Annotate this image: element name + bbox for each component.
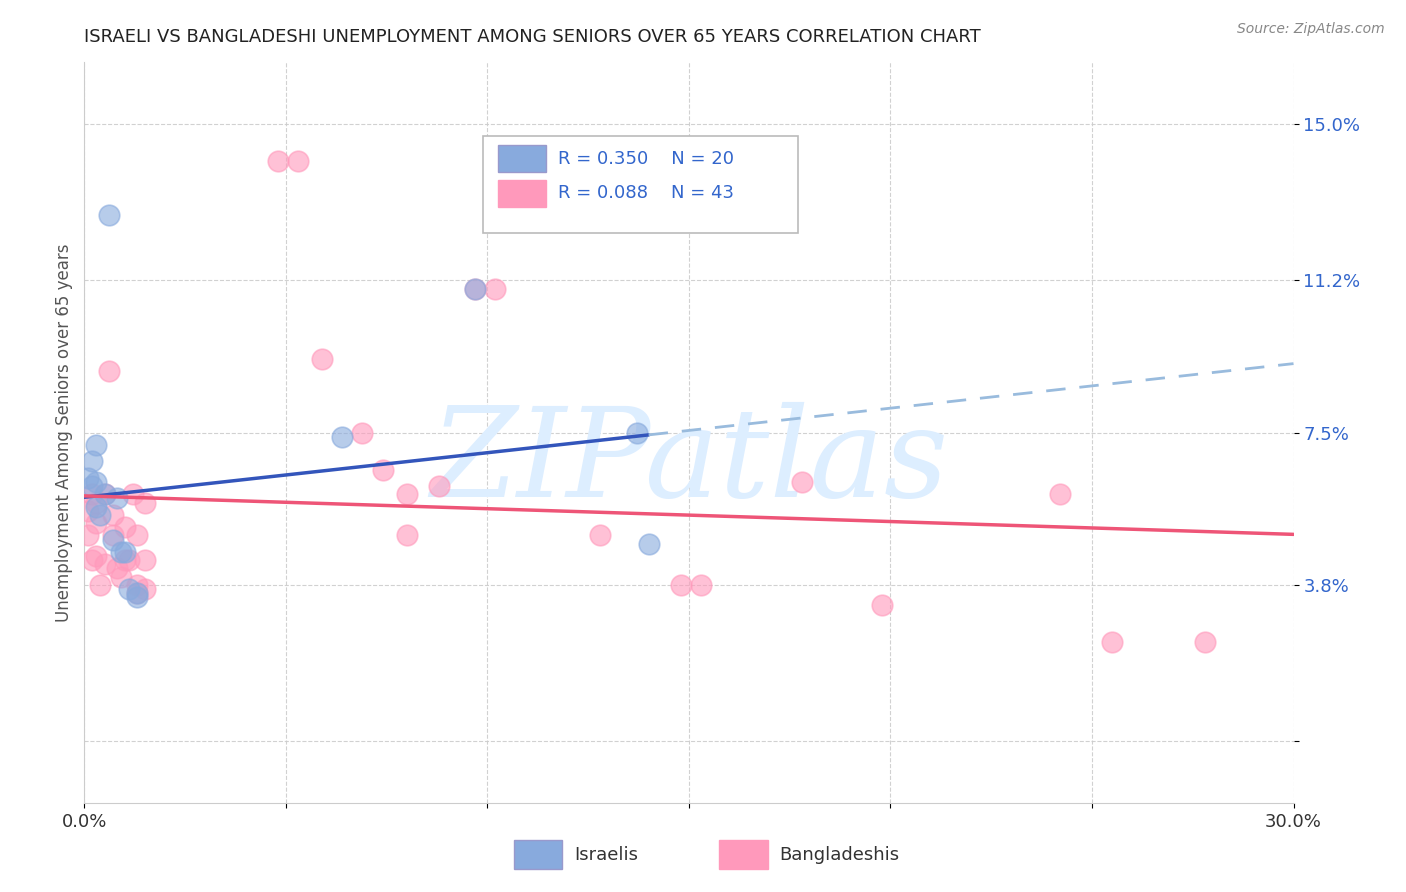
Point: [86, 516, 108, 530]
Point: [114, 545, 136, 559]
FancyBboxPatch shape: [498, 145, 547, 172]
FancyBboxPatch shape: [484, 136, 797, 233]
Point: [101, 528, 124, 542]
Point: [484, 282, 506, 296]
Point: [352, 425, 374, 440]
Point: [82, 454, 104, 468]
Point: [101, 508, 124, 522]
Point: [97, 208, 120, 222]
Point: [89, 508, 111, 522]
FancyBboxPatch shape: [498, 180, 547, 207]
Point: [125, 586, 148, 600]
Point: [872, 599, 894, 613]
Point: [89, 578, 111, 592]
Point: [395, 487, 418, 501]
Point: [86, 475, 108, 489]
Point: [690, 578, 713, 592]
Point: [93, 487, 115, 501]
Point: [267, 154, 290, 169]
Text: Bangladeshis: Bangladeshis: [780, 846, 900, 863]
Point: [118, 553, 141, 567]
Point: [790, 475, 813, 489]
Text: R = 0.350    N = 20: R = 0.350 N = 20: [558, 150, 734, 168]
Text: Source: ZipAtlas.com: Source: ZipAtlas.com: [1237, 22, 1385, 37]
Point: [464, 282, 486, 296]
Point: [395, 528, 418, 542]
Point: [86, 495, 108, 509]
Point: [287, 154, 309, 169]
Point: [114, 520, 136, 534]
Point: [101, 533, 124, 547]
Point: [82, 553, 104, 567]
Point: [82, 487, 104, 501]
Point: [134, 553, 156, 567]
Point: [86, 438, 108, 452]
Text: Israelis: Israelis: [574, 846, 638, 863]
Text: ISRAELI VS BANGLADESHI UNEMPLOYMENT AMONG SENIORS OVER 65 YEARS CORRELATION CHAR: ISRAELI VS BANGLADESHI UNEMPLOYMENT AMON…: [84, 28, 981, 45]
Point: [669, 578, 692, 592]
Point: [105, 491, 128, 506]
Text: ZIPatlas: ZIPatlas: [430, 401, 948, 523]
Point: [1194, 635, 1216, 649]
Point: [125, 528, 148, 542]
Point: [637, 536, 659, 550]
Point: [110, 569, 132, 583]
Point: [371, 462, 394, 476]
Point: [86, 549, 108, 563]
Point: [77, 528, 100, 542]
Point: [125, 590, 148, 604]
Point: [125, 586, 148, 600]
Point: [77, 504, 100, 518]
FancyBboxPatch shape: [513, 840, 562, 870]
Point: [121, 487, 143, 501]
Point: [82, 479, 104, 493]
Y-axis label: Unemployment Among Seniors over 65 years: Unemployment Among Seniors over 65 years: [55, 244, 73, 622]
Point: [134, 582, 156, 596]
Point: [1049, 487, 1071, 501]
Point: [118, 582, 141, 596]
Point: [626, 425, 648, 440]
Point: [134, 495, 156, 509]
Point: [464, 282, 486, 296]
Point: [330, 430, 353, 444]
Point: [97, 364, 120, 378]
Point: [86, 500, 108, 514]
Point: [93, 558, 115, 572]
Text: R = 0.088    N = 43: R = 0.088 N = 43: [558, 185, 734, 202]
Point: [125, 578, 148, 592]
Point: [427, 479, 450, 493]
Point: [77, 471, 100, 485]
Point: [93, 487, 115, 501]
Point: [110, 545, 132, 559]
FancyBboxPatch shape: [720, 840, 768, 870]
Point: [105, 561, 128, 575]
Point: [1101, 635, 1123, 649]
Point: [114, 553, 136, 567]
Point: [589, 528, 612, 542]
Point: [311, 351, 333, 366]
